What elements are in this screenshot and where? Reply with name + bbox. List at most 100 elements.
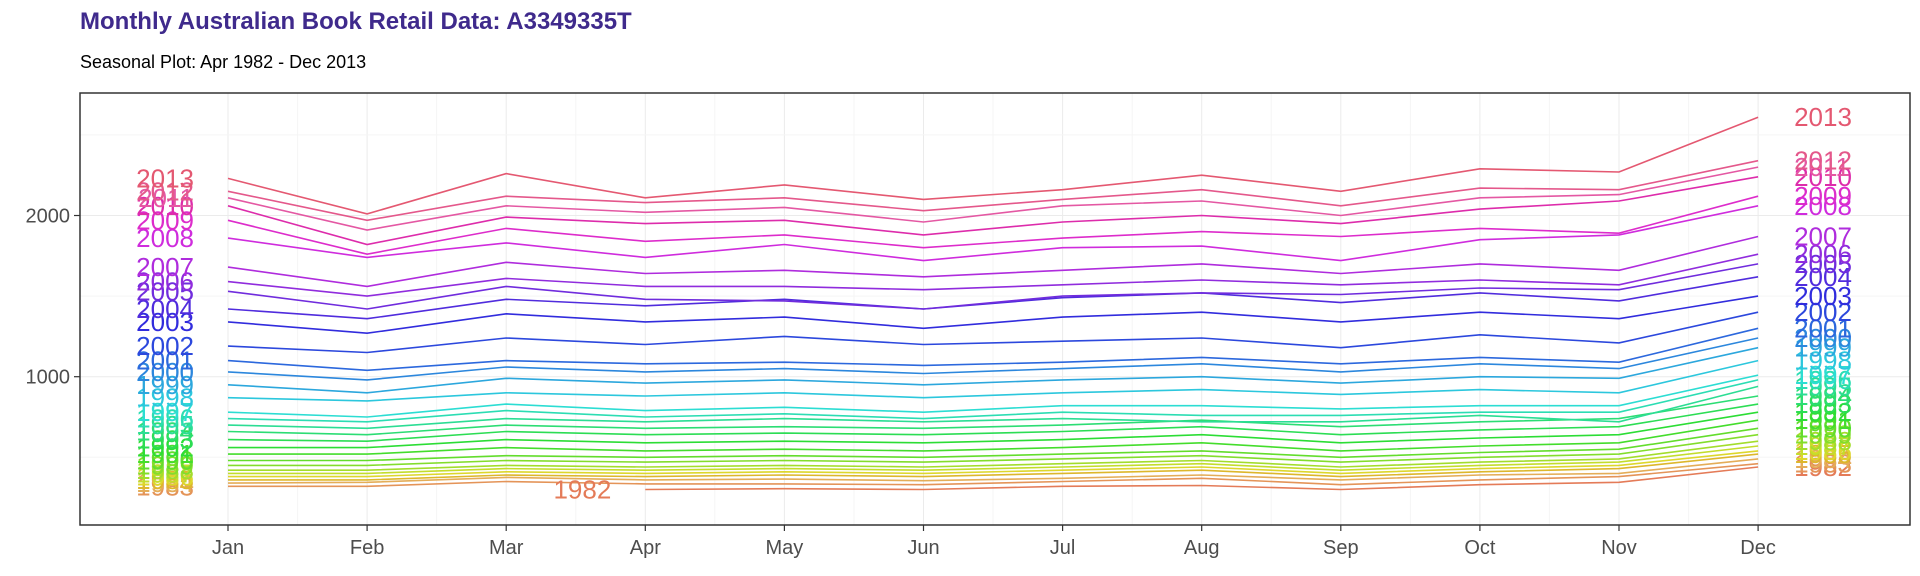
end-label-1991: 1991 bbox=[1794, 405, 1852, 435]
end-label-2004: 2004 bbox=[1794, 262, 1852, 292]
start-label-1990: 1990 bbox=[136, 446, 194, 476]
end-label-2000: 2000 bbox=[1794, 323, 1852, 353]
x-tick-label: Oct bbox=[1464, 537, 1496, 559]
series-line-1987 bbox=[228, 445, 1759, 475]
x-tick-label: Jan bbox=[212, 537, 244, 559]
end-year-labels: 1982198319841985198619871988198919901991… bbox=[1794, 102, 1852, 482]
end-label-1996: 1996 bbox=[1794, 365, 1852, 395]
end-label-1988: 1988 bbox=[1794, 426, 1852, 456]
start-label-2009: 2009 bbox=[136, 205, 194, 235]
end-label-1984: 1984 bbox=[1794, 444, 1852, 474]
series-line-1995 bbox=[227, 385, 1759, 430]
x-tick-label: Apr bbox=[630, 537, 661, 559]
end-label-1993: 1993 bbox=[1794, 389, 1852, 419]
series-line-1988 bbox=[228, 440, 1759, 471]
end-label-1995: 1995 bbox=[1794, 371, 1852, 401]
series-line-1999 bbox=[227, 346, 1759, 394]
series-line-1983 bbox=[228, 462, 1759, 488]
series-line-2000 bbox=[227, 337, 1759, 381]
start-label-1989: 1989 bbox=[136, 450, 194, 480]
start-label-2002: 2002 bbox=[136, 331, 194, 361]
x-tick-label: Jun bbox=[907, 537, 939, 559]
series-line-1991 bbox=[228, 419, 1759, 455]
x-tick-label: Aug bbox=[1184, 537, 1220, 559]
end-label-2010: 2010 bbox=[1794, 162, 1852, 192]
y-tick-label: 2000 bbox=[26, 206, 71, 228]
start-label-2008: 2008 bbox=[136, 223, 194, 253]
end-label-2003: 2003 bbox=[1794, 281, 1852, 311]
start-label-1983: 1983 bbox=[136, 471, 194, 501]
series-line-2008 bbox=[227, 205, 1759, 262]
start-label-1998: 1998 bbox=[136, 383, 194, 413]
chart-subtitle: Seasonal Plot: Apr 1982 - Dec 2013 bbox=[80, 52, 367, 72]
start-year-labels: 1982 198319841985198619871988198919901991… bbox=[136, 163, 611, 504]
series-line-1993 bbox=[227, 403, 1759, 443]
series-line-1997 bbox=[227, 374, 1759, 418]
end-label-2005: 2005 bbox=[1794, 249, 1852, 279]
start-label-1982: 1982 bbox=[553, 475, 611, 505]
end-label-1994: 1994 bbox=[1794, 381, 1852, 411]
end-label-1992: 1992 bbox=[1794, 397, 1852, 427]
end-label-2008: 2008 bbox=[1794, 191, 1852, 221]
series-line-2001 bbox=[227, 327, 1759, 372]
series-line-1998 bbox=[227, 359, 1759, 402]
x-tick-label: Feb bbox=[350, 537, 384, 559]
y-axis: 1000 2000 bbox=[26, 206, 80, 389]
x-tick-label: May bbox=[766, 537, 804, 559]
end-label-1986: 1986 bbox=[1794, 436, 1852, 466]
plot-panel-border bbox=[79, 92, 1911, 526]
start-label-2011: 2011 bbox=[138, 183, 194, 213]
start-label-2010: 2010 bbox=[136, 191, 194, 221]
end-label-1998: 1998 bbox=[1794, 346, 1852, 376]
series-line-2011 bbox=[227, 166, 1759, 231]
series-line-1986 bbox=[228, 450, 1759, 478]
series-line-1994 bbox=[227, 395, 1759, 436]
start-label-2007: 2007 bbox=[136, 252, 194, 282]
start-label-1991: 1991 bbox=[136, 439, 194, 469]
end-label-1983: 1983 bbox=[1794, 449, 1852, 479]
start-label-1996: 1996 bbox=[136, 404, 194, 434]
start-label-2001: 2001 bbox=[136, 346, 194, 376]
start-label-2000: 2000 bbox=[136, 357, 194, 387]
series-line-1985 bbox=[228, 453, 1759, 481]
end-label-1987: 1987 bbox=[1794, 431, 1852, 461]
series-line-2003 bbox=[227, 295, 1759, 335]
series-line-2012 bbox=[227, 159, 1759, 222]
series-line-2009 bbox=[227, 195, 1759, 256]
end-label-1997: 1997 bbox=[1794, 360, 1852, 390]
start-label-1985: 1985 bbox=[136, 465, 194, 495]
chart-title: Monthly Australian Book Retail Data: A33… bbox=[80, 8, 632, 35]
x-tick-label: Jul bbox=[1050, 537, 1076, 559]
series-line-1984 bbox=[227, 458, 1759, 484]
start-label-2006: 2006 bbox=[136, 267, 194, 297]
start-label-1987: 1987 bbox=[136, 458, 194, 488]
series-line-2006 bbox=[227, 253, 1759, 297]
series-line-2002 bbox=[227, 311, 1759, 354]
series-line-1996 bbox=[227, 379, 1759, 423]
x-tick-label: Nov bbox=[1601, 537, 1637, 559]
start-label-1984: 1984 bbox=[136, 468, 194, 498]
x-tick-label: Sep bbox=[1323, 537, 1359, 559]
series-line-2007 bbox=[227, 235, 1759, 288]
x-tick-label: Dec bbox=[1740, 537, 1776, 559]
start-label-1999: 1999 bbox=[136, 370, 194, 400]
start-label-2013: 2013 bbox=[136, 163, 194, 193]
end-label-2006: 2006 bbox=[1794, 239, 1852, 269]
end-label-1985: 1985 bbox=[1794, 439, 1852, 469]
series-line-1989 bbox=[228, 433, 1759, 467]
series-line-2005 bbox=[227, 263, 1759, 310]
end-label-2013: 2013 bbox=[1794, 102, 1852, 132]
x-axis: Jan Feb Mar Apr May Jun Jul Aug Sep Oct Nov Dec bbox=[212, 525, 1776, 559]
end-label-2002: 2002 bbox=[1794, 297, 1852, 327]
y-tick-label: 1000 bbox=[26, 367, 71, 389]
start-label-2012: 2012 bbox=[136, 176, 194, 206]
end-label-1999: 1999 bbox=[1794, 333, 1852, 363]
series-line-1992 bbox=[228, 411, 1759, 449]
end-label-2007: 2007 bbox=[1794, 221, 1852, 251]
start-label-1988: 1988 bbox=[136, 455, 194, 485]
start-label-1995: 1995 bbox=[136, 410, 194, 440]
x-tick-label: Mar bbox=[489, 537, 524, 559]
start-label-2003: 2003 bbox=[136, 307, 194, 337]
start-label-1986: 1986 bbox=[136, 462, 194, 492]
